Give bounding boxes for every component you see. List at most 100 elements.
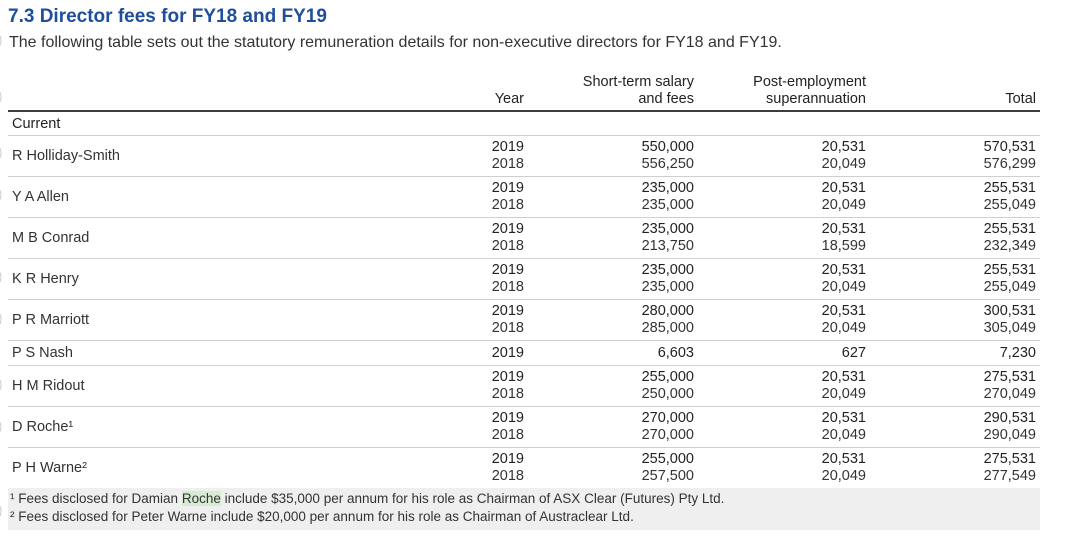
years-value: 2019 <box>491 344 524 361</box>
years-value: 2018 <box>491 238 524 254</box>
super-value: 20,049 <box>821 156 866 172</box>
super-value: 20,049 <box>821 320 866 336</box>
salary-value: 235,000 <box>641 221 694 237</box>
salary-value: 255,000 <box>641 369 694 385</box>
super-value: 20,531 <box>821 262 866 278</box>
cell-years: 2019 2018 <box>328 365 528 407</box>
table-row: Y A Allen 2019 2018 235,000 235,000 20,531 20,… <box>8 176 1040 218</box>
years-value: 2019 <box>491 221 524 237</box>
group-row-current: Current <box>8 111 1040 136</box>
years-value: 2019 <box>491 451 524 467</box>
total-value: 277,549 <box>983 468 1036 484</box>
footnote-1: ¹ Fees disclosed for Damian Roche includ… <box>10 490 1040 508</box>
super-value: 18,599 <box>821 238 866 254</box>
footnote-2: ² Fees disclosed for Peter Warne include… <box>10 509 634 524</box>
footnote-1-highlight: Roche <box>181 491 221 506</box>
total-value: 305,049 <box>983 320 1036 336</box>
cell-salary: 255,000 257,500 <box>528 448 698 489</box>
total-value: 255,049 <box>983 279 1036 295</box>
cell-total: 275,531 277,549 <box>870 448 1040 489</box>
header-year: Year <box>328 70 528 112</box>
table-body: Current R Holliday-Smith 2019 2018 550,000 5… <box>8 111 1040 488</box>
years-value: 2018 <box>491 468 524 484</box>
years-value: 2018 <box>491 386 524 402</box>
header-salary: Short-term salary and fees <box>528 70 698 112</box>
super-value: 20,531 <box>821 410 866 426</box>
cell-total: 255,531 255,049 <box>870 176 1040 218</box>
cell-salary: 270,000 270,000 <box>528 406 698 448</box>
total-value: 255,531 <box>983 262 1036 278</box>
cell-total: 7,230 <box>870 340 1040 366</box>
cell-salary: 6,603 <box>528 340 698 366</box>
group-label: Current <box>8 111 1040 136</box>
director-name: M B Conrad <box>8 217 328 259</box>
super-value: 20,049 <box>821 386 866 402</box>
cell-total: 275,531 270,049 <box>870 365 1040 407</box>
salary-value: 550,000 <box>641 139 694 155</box>
years-value: 2019 <box>491 369 524 385</box>
cell-years: 2019 <box>328 340 528 366</box>
years-value: 2019 <box>491 410 524 426</box>
margin-arc-decoration <box>0 35 2 517</box>
salary-value: 235,000 <box>641 180 694 196</box>
total-value: 255,531 <box>983 180 1036 196</box>
years-value: 2019 <box>491 303 524 319</box>
footnotes: ¹ Fees disclosed for Damian Roche includ… <box>8 488 1040 530</box>
cell-super: 20,531 20,049 <box>698 365 870 407</box>
total-value: 576,299 <box>983 156 1036 172</box>
total-value: 570,531 <box>983 139 1036 155</box>
salary-value: 255,000 <box>641 451 694 467</box>
total-value: 290,531 <box>983 410 1036 426</box>
cell-years: 2019 2018 <box>328 406 528 448</box>
super-value: 20,531 <box>821 369 866 385</box>
cell-total: 255,531 232,349 <box>870 217 1040 259</box>
table-row: R Holliday-Smith 2019 2018 550,000 556,250 20… <box>8 135 1040 177</box>
table-row: M B Conrad 2019 2018 235,000 213,750 20,531 18… <box>8 217 1040 259</box>
super-value: 20,049 <box>821 468 866 484</box>
cell-total: 300,531 305,049 <box>870 299 1040 341</box>
header-super-line1: Post-employment <box>753 74 866 90</box>
cell-years: 2019 2018 <box>328 135 528 177</box>
director-name: K R Henry <box>8 258 328 300</box>
super-value: 20,049 <box>821 279 866 295</box>
header-salary-line2: and fees <box>638 91 694 107</box>
salary-value: 235,000 <box>641 279 694 295</box>
header-name <box>8 70 328 112</box>
cell-super: 20,531 20,049 <box>698 135 870 177</box>
cell-salary: 235,000 213,750 <box>528 217 698 259</box>
total-value: 7,230 <box>999 344 1036 361</box>
header-total: Total <box>870 70 1040 112</box>
table-row: K R Henry 2019 2018 235,000 235,000 20,531 20,… <box>8 258 1040 300</box>
cell-salary: 235,000 235,000 <box>528 258 698 300</box>
cell-super: 627 <box>698 340 870 366</box>
years-value: 2019 <box>491 262 524 278</box>
super-value: 20,531 <box>821 139 866 155</box>
total-value: 275,531 <box>983 369 1036 385</box>
total-value: 255,049 <box>983 197 1036 213</box>
cell-years: 2019 2018 <box>328 299 528 341</box>
director-name: P H Warne² <box>12 459 87 476</box>
table-row: D Roche¹ 2019 2018 270,000 270,000 20,531 20,0… <box>8 406 1040 448</box>
footnote-1-prefix: ¹ Fees disclosed for Damian <box>10 491 182 506</box>
years-value: 2018 <box>491 320 524 336</box>
director-name: Y A Allen <box>8 176 328 218</box>
total-value: 300,531 <box>983 303 1036 319</box>
section-title: 7.3 Director fees for FY18 and FY19 <box>8 6 327 27</box>
cell-years: 2019 2018 <box>328 258 528 300</box>
total-value: 275,531 <box>983 451 1036 467</box>
super-value: 20,531 <box>821 303 866 319</box>
table-row: P H Warne² 2019 2018 255,000 257,500 20,531 20… <box>8 448 1040 489</box>
years-value: 2019 <box>491 139 524 155</box>
total-value: 270,049 <box>983 386 1036 402</box>
header-superannuation: Post-employment superannuation <box>698 70 870 112</box>
director-fees-table: Year Short-term salary and fees Post-emp… <box>8 70 1040 488</box>
salary-value: 235,000 <box>641 197 694 213</box>
table-row: P R Marriott 2019 2018 280,000 285,000 20,531… <box>8 299 1040 341</box>
salary-value: 257,500 <box>641 468 694 484</box>
super-value: 627 <box>841 344 866 361</box>
director-name: D Roche¹ <box>8 406 328 448</box>
years-value: 2018 <box>491 156 524 172</box>
salary-value: 280,000 <box>641 303 694 319</box>
header-super-line2: superannuation <box>766 91 866 107</box>
cell-salary: 255,000 250,000 <box>528 365 698 407</box>
